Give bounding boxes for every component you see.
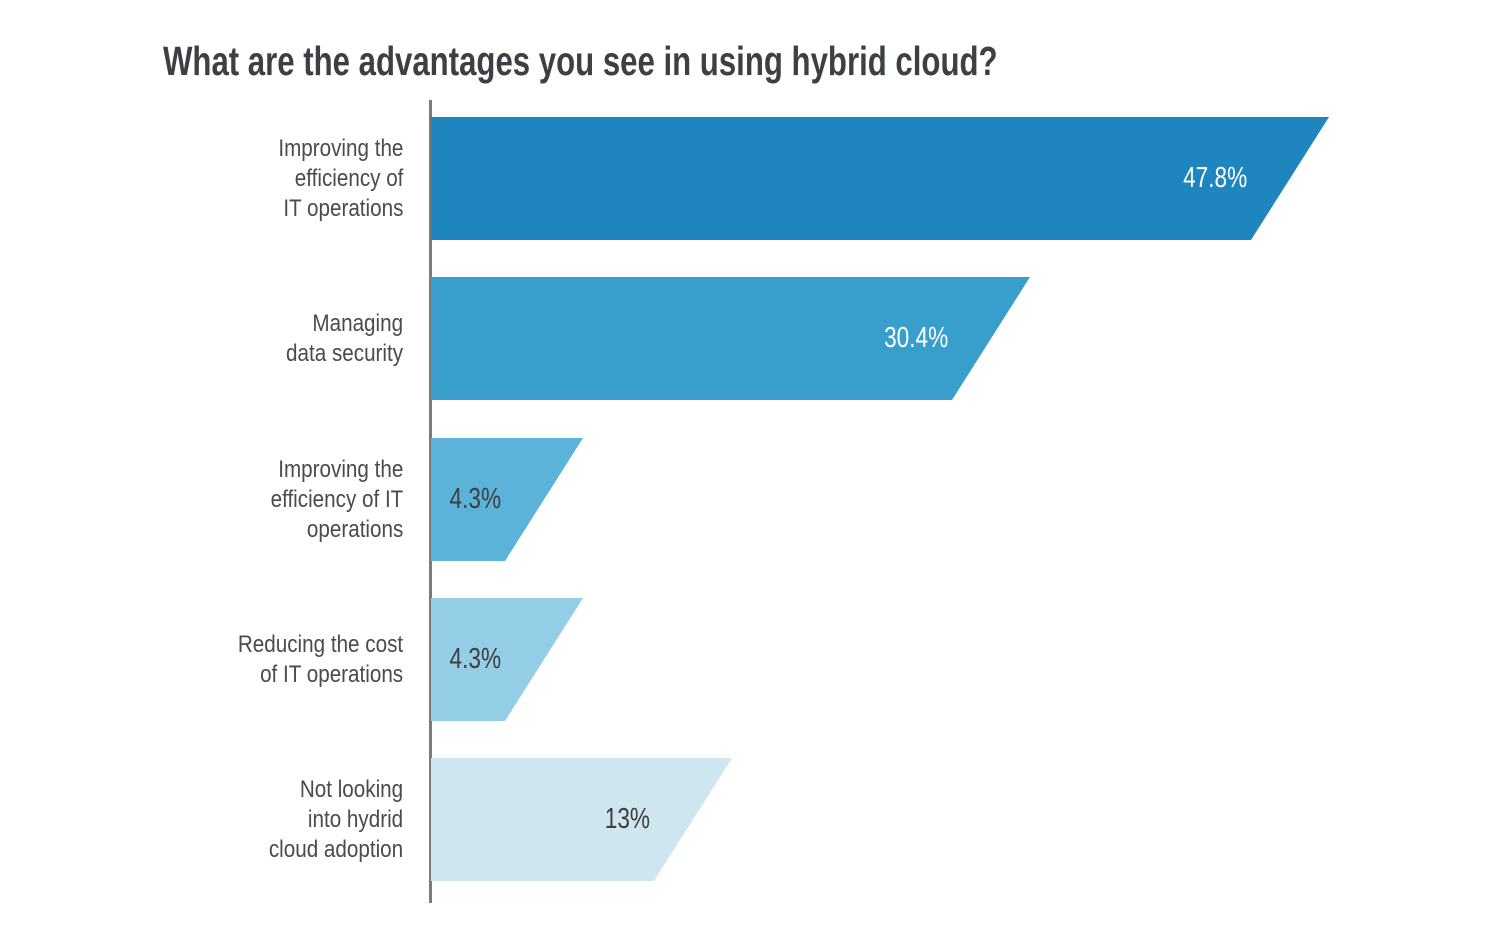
category-label-line: operations [306,515,403,543]
category-label-line: Reducing the cost [237,630,403,658]
bar-value-label: 30.4% [431,277,948,400]
category-label: Managing data security [83,277,403,400]
category-label-text: Managing data security [286,309,403,369]
category-label-line: of IT operations [259,660,403,688]
category-label: Reducing the cost of IT operations [83,598,403,721]
category-label-line: efficiency of IT [270,485,403,513]
bar-value-label: 47.8% [431,117,1247,240]
category-label: Improving the efficiency of IT operations [83,438,403,561]
bar [431,277,1030,400]
category-label-line: Improving the [277,455,403,483]
bar-value-label: 13% [431,758,650,881]
y-axis-line [429,100,432,903]
category-label-line: Improving the [277,134,403,162]
category-label-line: into hydrid [307,805,403,833]
category-label: Improving the efficiency of IT operations [83,117,403,240]
bar-value-label: 4.3% [431,438,501,561]
category-label-text: Reducing the cost of IT operations [238,630,403,690]
chart-title: What are the advantages you see in using… [163,38,1261,84]
category-label-line: Managing [312,309,403,337]
category-label-text: Improving the efficiency of IT operations [270,455,403,545]
category-label-line: Not looking [299,775,403,803]
category-label-line: IT operations [282,194,403,222]
bar-value-text: 30.4% [883,322,948,354]
bar-value-label: 4.3% [431,598,501,721]
category-label-text: Improving the efficiency of IT operations [278,134,403,224]
category-label-text: Not looking into hydrid cloud adoption [269,775,403,865]
bar-value-text: 47.8% [1182,162,1247,194]
bar-value-text: 4.3% [449,483,501,515]
bar [431,117,1329,240]
bar-value-text: 13% [604,803,650,835]
category-label: Not looking into hydrid cloud adoption [83,758,403,881]
category-label-line: cloud adoption [268,835,403,863]
category-label-line: data security [285,339,403,367]
bar-value-text: 4.3% [449,643,501,675]
chart-title-text: What are the advantages you see in using… [163,38,998,84]
category-label-line: efficiency of [294,164,403,192]
